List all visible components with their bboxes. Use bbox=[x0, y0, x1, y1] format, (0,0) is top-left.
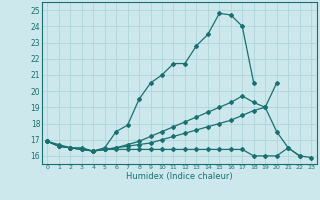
X-axis label: Humidex (Indice chaleur): Humidex (Indice chaleur) bbox=[126, 172, 233, 181]
